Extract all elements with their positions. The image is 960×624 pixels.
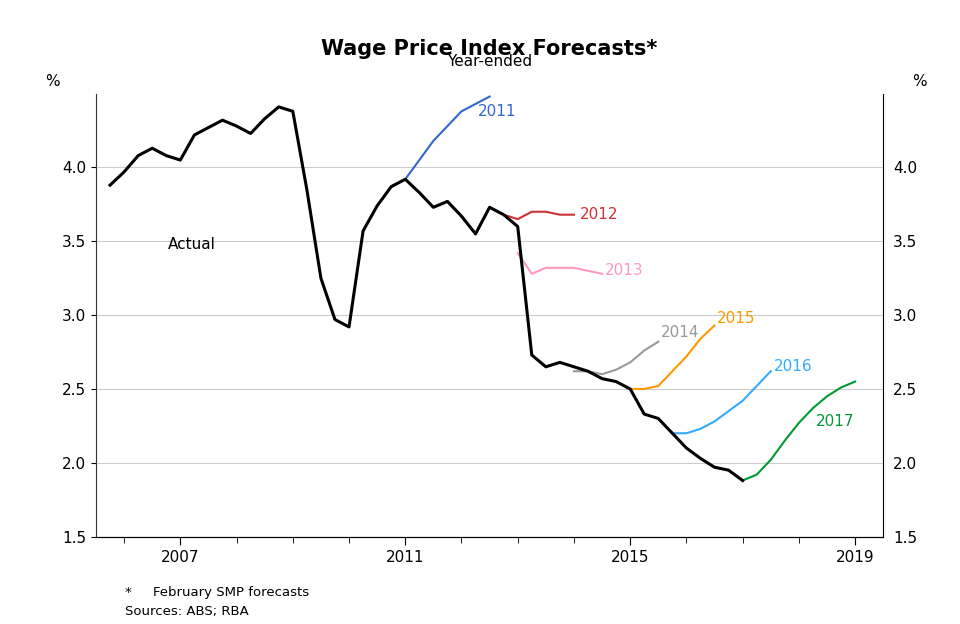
Text: Sources: ABS; RBA: Sources: ABS; RBA	[125, 605, 249, 618]
Text: 2012: 2012	[580, 207, 618, 222]
Title: Wage Price Index Forecasts*: Wage Price Index Forecasts*	[322, 39, 658, 59]
Text: 2017: 2017	[816, 414, 854, 429]
Text: 2016: 2016	[774, 359, 812, 374]
Text: 2015: 2015	[717, 311, 756, 326]
Text: %: %	[45, 74, 60, 89]
Text: %: %	[912, 74, 926, 89]
Text: 2013: 2013	[605, 263, 643, 278]
Text: *     February SMP forecasts: * February SMP forecasts	[125, 586, 309, 599]
Text: 2011: 2011	[478, 104, 516, 119]
Text: Year-ended: Year-ended	[447, 54, 532, 69]
Text: Actual: Actual	[168, 236, 216, 251]
Text: 2014: 2014	[661, 325, 700, 340]
